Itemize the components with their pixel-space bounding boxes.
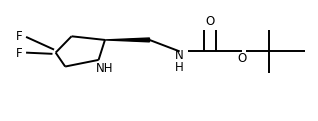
Text: O: O [205,15,215,28]
Text: N: N [175,49,184,62]
Text: F: F [16,30,22,43]
Text: H: H [175,61,184,74]
Text: F: F [16,47,22,60]
Text: O: O [237,52,246,65]
Polygon shape [105,38,149,42]
Text: NH: NH [96,62,114,76]
